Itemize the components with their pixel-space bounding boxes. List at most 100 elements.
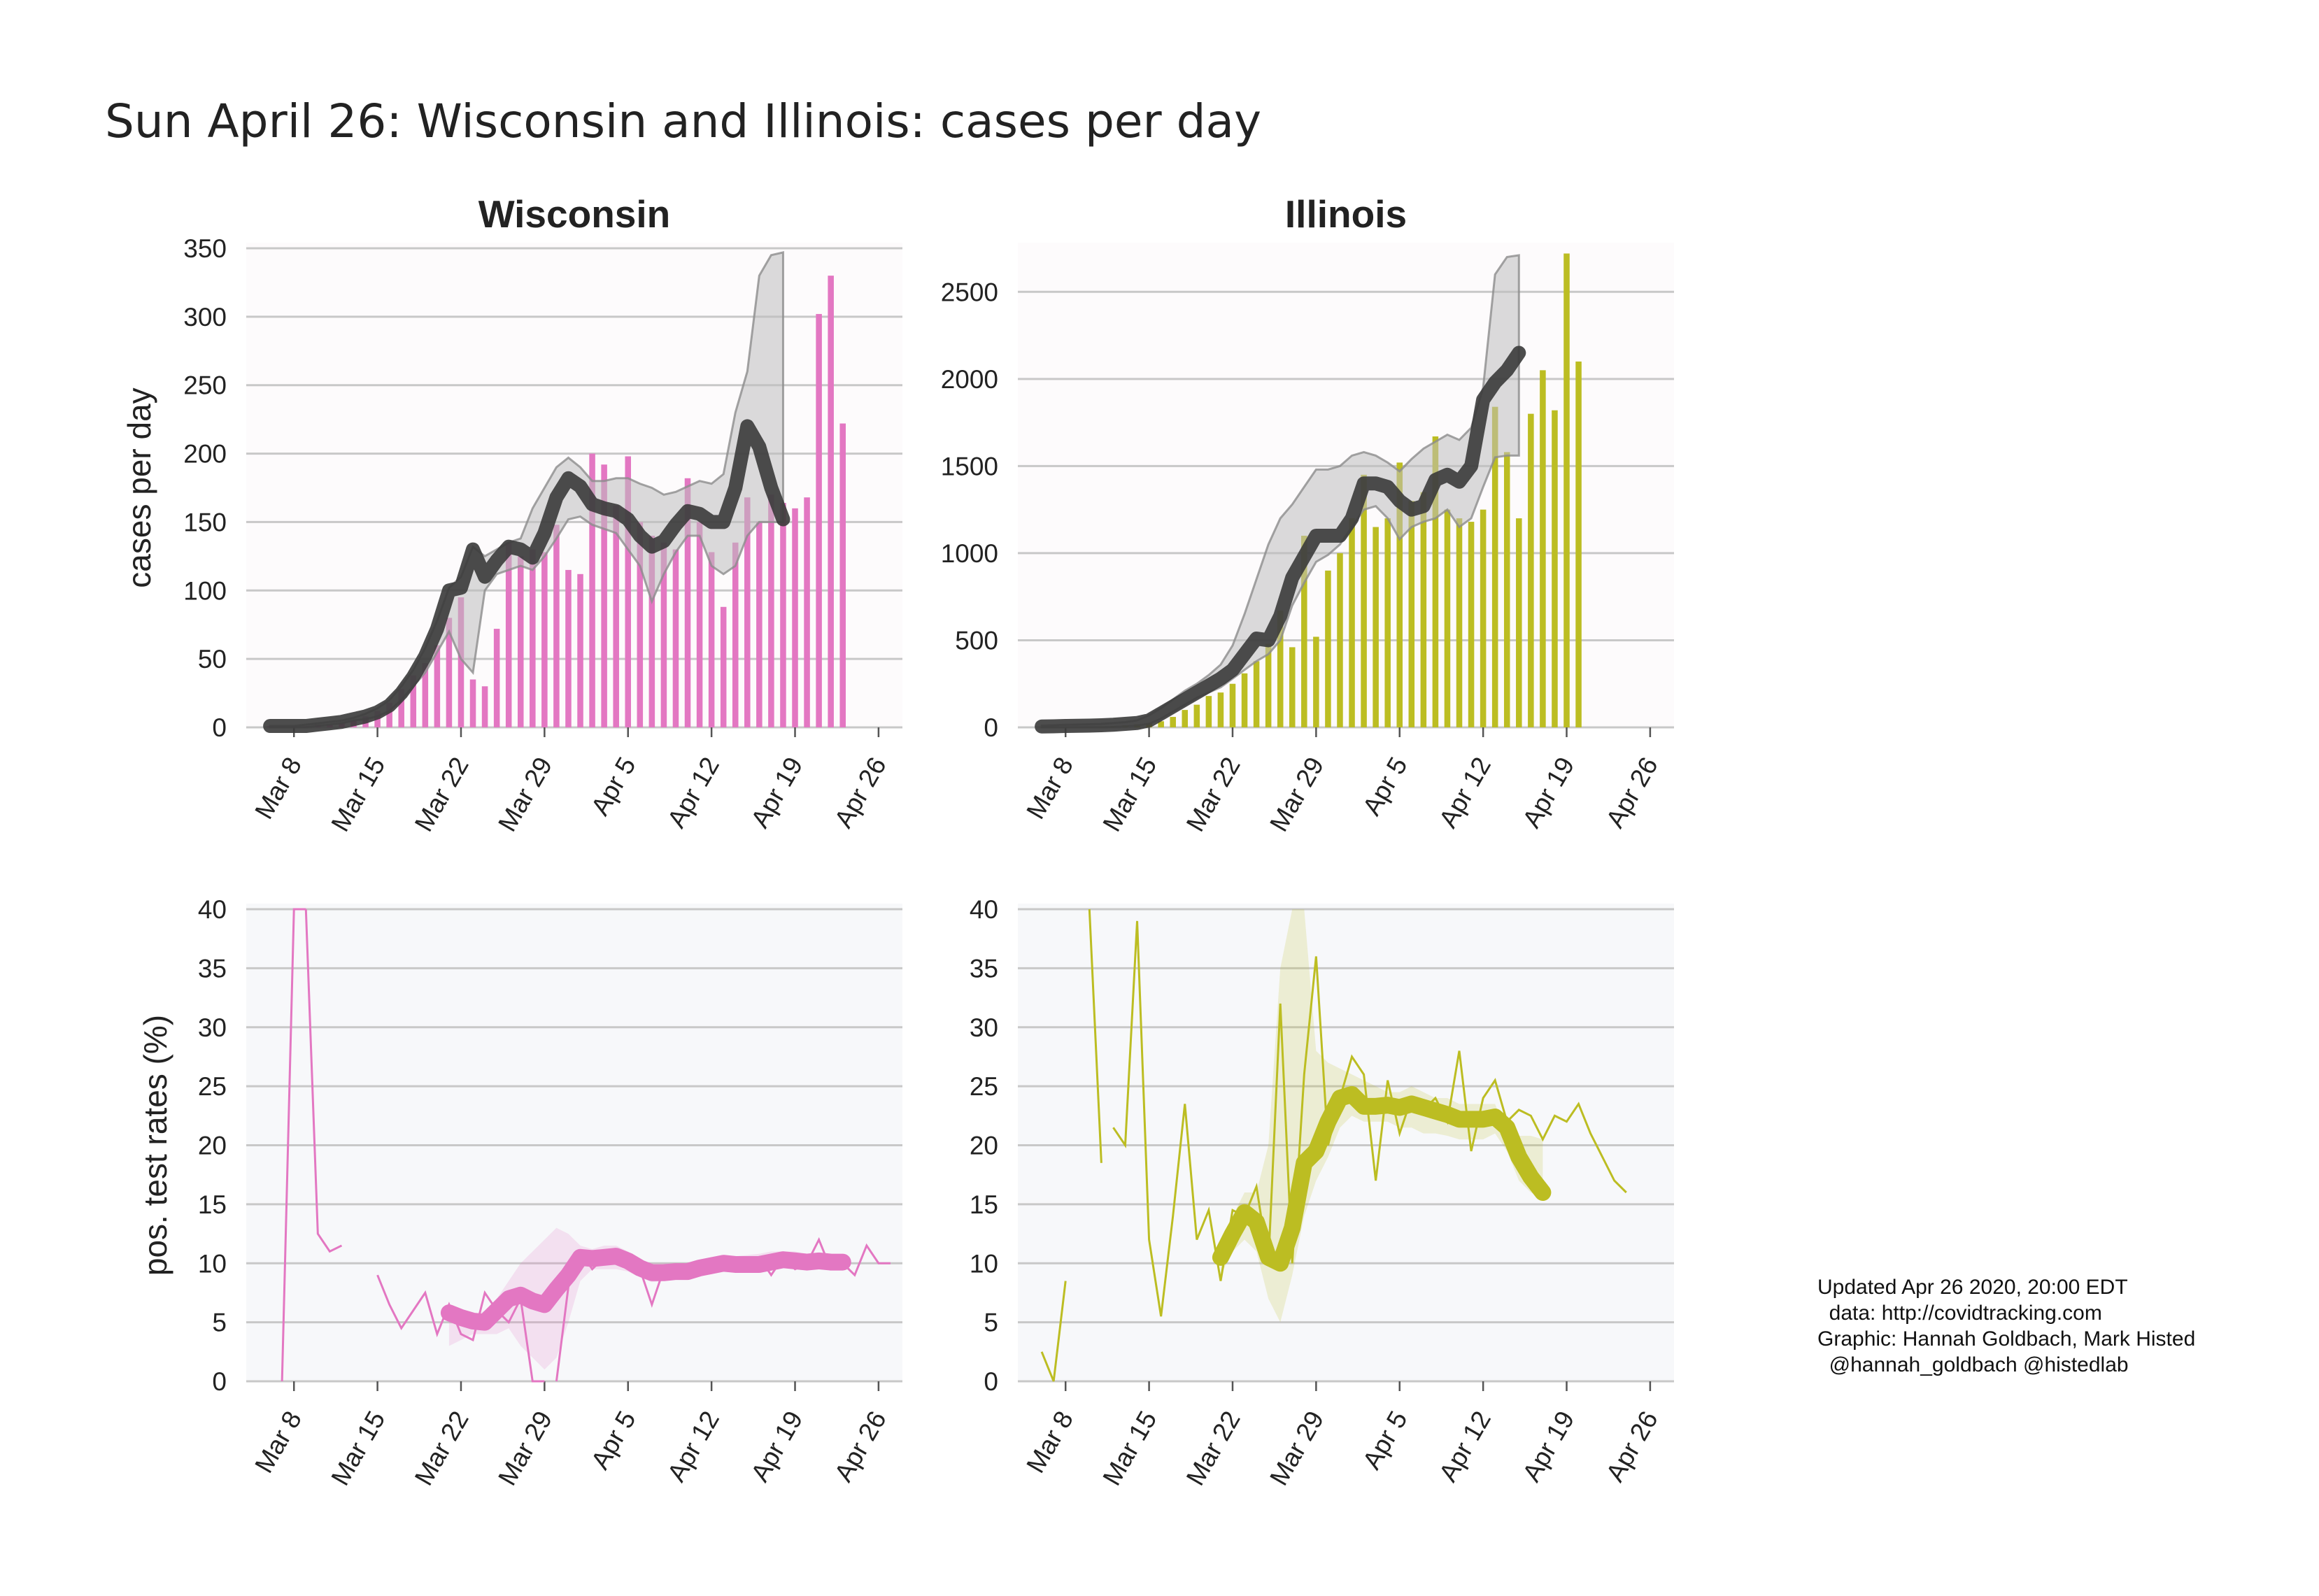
smoothed-line [1035, 345, 1526, 734]
x-tick-label: Mar 15 [1097, 753, 1162, 836]
y-tick-label: 100 [183, 576, 227, 605]
panel-title: Wisconsin [478, 192, 671, 236]
y-tick-label: 10 [198, 1249, 227, 1278]
credits-text: Updated Apr 26 2020, 20:00 EDT data: htt… [1817, 1274, 2195, 1378]
smoothed-line [263, 419, 790, 734]
bar [541, 552, 548, 727]
panel-wi_rates: 0 5 10 15 20 25 30 35 40 Mar 8 Mar 15 Mar 22 Mar 29 A… [137, 895, 902, 1490]
bar [422, 663, 429, 727]
credits-line: data: http://covidtracking.com [1817, 1302, 2102, 1325]
plot-background [246, 904, 902, 1381]
panel-title: Illinois [1285, 192, 1407, 236]
y-tick-label: 0 [984, 1367, 998, 1396]
y-tick-label: 10 [970, 1249, 998, 1278]
bar [768, 494, 774, 727]
bar [1313, 636, 1319, 727]
x-tick-label: Mar 22 [409, 753, 474, 836]
bar [1241, 673, 1248, 727]
panel-wi_cases: 0 50 100 150 200 250 300 350 Mar 8 Mar 15 Mar 22 Ma… [121, 192, 902, 836]
bar [565, 569, 572, 727]
bar [684, 478, 691, 727]
bar [1265, 643, 1272, 727]
bar [1384, 518, 1391, 727]
bar [493, 629, 500, 727]
y-axis-label: pos. test rates (%) [137, 1015, 173, 1276]
bar [410, 675, 417, 727]
y-tick-label: 20 [970, 1132, 998, 1160]
bar [744, 497, 751, 727]
bar [1480, 509, 1487, 727]
y-tick-label: 1500 [941, 452, 998, 480]
bar [1503, 452, 1510, 727]
x-tick-label: Apr 26 [829, 753, 892, 833]
bar [553, 525, 560, 727]
raw-rate-line [1088, 909, 1102, 1163]
bar [386, 702, 392, 727]
bar [839, 423, 846, 727]
bar [1193, 704, 1200, 727]
y-tick-label: 0 [212, 713, 227, 742]
y-tick-label: 25 [198, 1072, 227, 1101]
bar [458, 597, 464, 727]
bar [1432, 436, 1439, 727]
y-tick-label: 250 [183, 371, 227, 400]
bar [660, 542, 667, 727]
raw-rate-line [304, 909, 343, 1253]
y-tick-label: 40 [970, 895, 998, 924]
x-tick-label: Apr 26 [1601, 753, 1664, 833]
x-tick-label: Mar 29 [492, 753, 558, 836]
bar [1229, 683, 1236, 727]
bar [1444, 509, 1451, 727]
bar [1182, 710, 1189, 727]
x-tick-label: Mar 29 [492, 1406, 558, 1490]
bar [505, 542, 512, 727]
panel-il_cases: 0 500 1000 1500 2000 2500 Mar 8 Mar 15 Mar 22 Mar… [941, 192, 1674, 836]
y-tick-label: 5 [212, 1309, 227, 1337]
bar [780, 503, 786, 727]
x-tick-label: Mar 8 [1021, 1406, 1079, 1478]
bar [1325, 570, 1331, 727]
bar [517, 556, 524, 727]
x-tick-label: Mar 8 [249, 1406, 307, 1478]
bar [1361, 474, 1367, 727]
bar [1158, 721, 1164, 727]
x-tick-label: Mar 8 [1021, 753, 1079, 824]
bar [1468, 522, 1475, 727]
bar [828, 276, 834, 728]
x-tick-label: Mar 8 [249, 753, 307, 824]
raw-rate-line [1040, 1281, 1067, 1382]
y-tick-label: 200 [183, 440, 227, 469]
y-tick-label: 300 [183, 303, 227, 332]
y-tick-label: 40 [198, 895, 227, 924]
bar [469, 679, 476, 727]
smoothed-rate-line [440, 1248, 851, 1331]
y-tick-label: 20 [198, 1132, 227, 1160]
bar [696, 522, 703, 727]
x-tick-label: Apr 12 [662, 753, 725, 833]
bar [1408, 501, 1415, 727]
raw-rate-line [281, 908, 306, 1382]
credits-line: Graphic: Hannah Goldbach, Mark Histed [1817, 1327, 2196, 1351]
bar [672, 549, 679, 727]
bar [1217, 692, 1224, 727]
x-tick-label: Mar 29 [1264, 753, 1329, 836]
credits-line: Updated Apr 26 2020, 20:00 EDT [1817, 1276, 2128, 1299]
x-tick-label: Mar 15 [325, 753, 390, 836]
bar [804, 497, 810, 727]
x-tick-label: Apr 19 [1517, 753, 1580, 833]
x-tick-label: Apr 5 [586, 1406, 641, 1474]
x-tick-label: Apr 12 [662, 1406, 725, 1487]
panel-il_rates: 0 5 10 15 20 25 30 35 40 Mar 8 Mar 15 Mar 22 Mar 29 A… [970, 895, 1674, 1490]
y-tick-label: 15 [198, 1190, 227, 1219]
bar [625, 456, 632, 727]
x-tick-label: Mar 22 [1181, 753, 1246, 836]
x-tick-label: Mar 15 [325, 1406, 390, 1490]
x-tick-label: Mar 22 [1181, 1406, 1246, 1490]
y-axis-label: cases per day [121, 387, 157, 587]
x-tick-label: Apr 5 [1357, 753, 1413, 820]
y-tick-label: 5 [984, 1309, 998, 1337]
bar [1540, 370, 1546, 727]
bar [708, 552, 715, 727]
y-tick-label: 25 [970, 1072, 998, 1101]
